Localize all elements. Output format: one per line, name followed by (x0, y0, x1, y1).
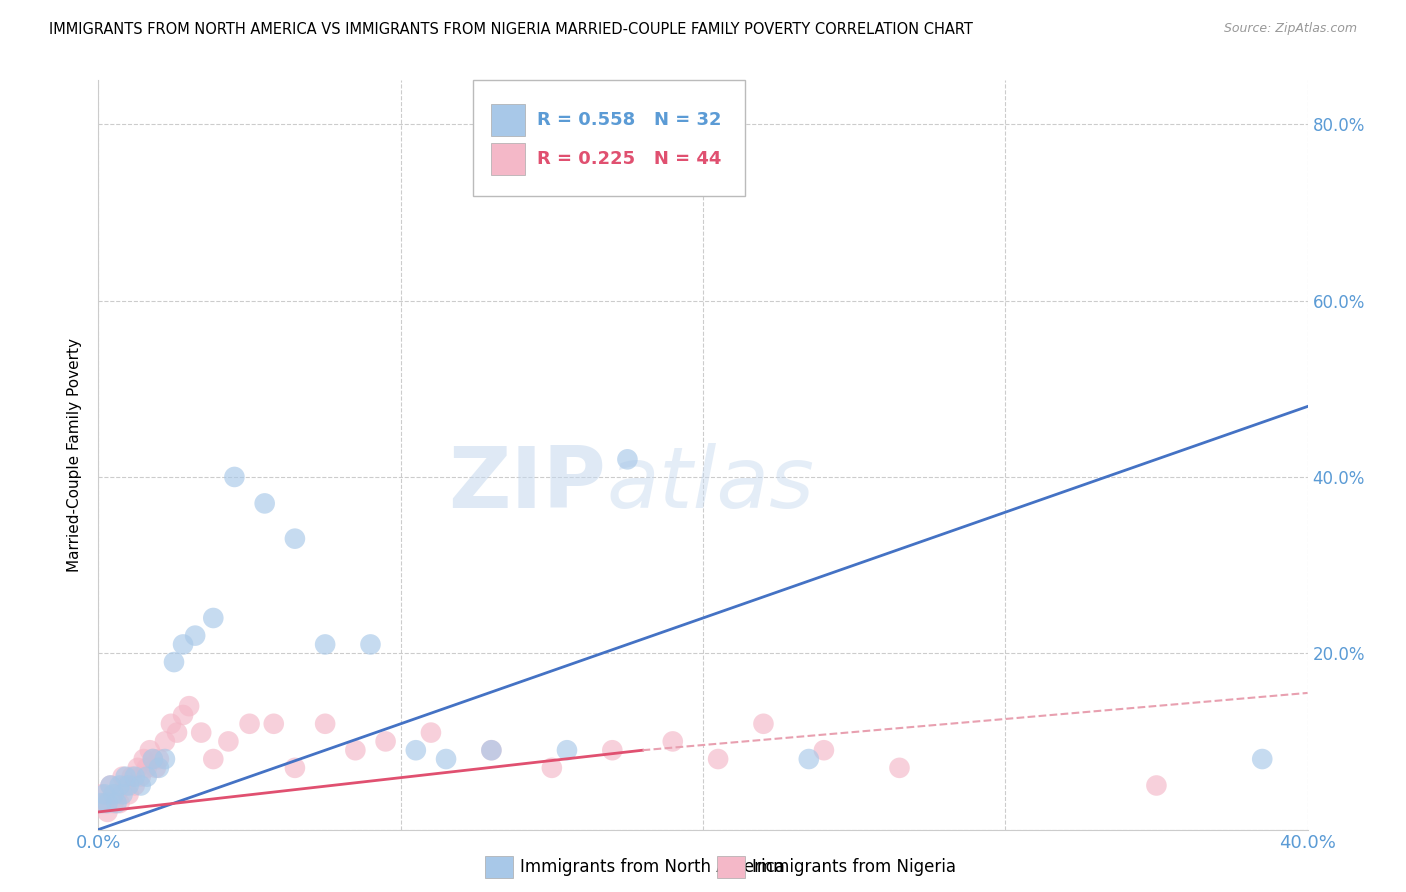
Text: R = 0.558   N = 32: R = 0.558 N = 32 (537, 111, 721, 129)
Point (93, 787, 115, 801)
Point (166, 725, 188, 739)
Point (616, 452, 638, 467)
Point (1144, 779, 1167, 793)
Point (202, 752, 225, 766)
Point (108, 779, 131, 793)
Point (148, 752, 170, 766)
Point (148, 761, 170, 775)
Point (145, 761, 167, 775)
Point (239, 716, 262, 731)
Point (90, 796, 112, 810)
Point (263, 716, 285, 731)
Point (163, 655, 186, 669)
Point (124, 779, 146, 793)
Point (405, 743, 427, 757)
Point (314, 637, 336, 651)
Point (284, 761, 307, 775)
Point (602, 743, 624, 757)
Point (224, 470, 246, 484)
Point (314, 716, 336, 731)
Point (100, 779, 122, 793)
Point (129, 770, 152, 784)
Point (93, 796, 115, 810)
Point (142, 752, 165, 766)
Point (114, 770, 136, 784)
Point (172, 708, 194, 723)
Point (284, 532, 307, 546)
Point (129, 779, 152, 793)
Point (121, 770, 143, 784)
Point (1251, 752, 1274, 766)
Point (135, 770, 157, 784)
Point (481, 743, 503, 757)
Point (360, 637, 382, 651)
FancyBboxPatch shape (474, 80, 745, 196)
Point (139, 743, 162, 757)
Point (96, 805, 118, 819)
Point (172, 637, 194, 651)
Point (420, 725, 443, 739)
Point (118, 779, 141, 793)
Point (434, 752, 457, 766)
Point (153, 734, 176, 748)
Point (707, 752, 730, 766)
Point (96, 796, 118, 810)
Point (661, 734, 683, 748)
Point (132, 752, 155, 766)
Text: IMMIGRANTS FROM NORTH AMERICA VS IMMIGRANTS FROM NIGERIA MARRIED-COUPLE FAMILY P: IMMIGRANTS FROM NORTH AMERICA VS IMMIGRA… (49, 22, 973, 37)
Point (111, 787, 134, 801)
Point (813, 743, 835, 757)
Point (135, 761, 157, 775)
Text: Immigrants from North America: Immigrants from North America (520, 858, 785, 876)
Point (179, 699, 201, 714)
Point (555, 743, 578, 757)
Text: Source: ZipAtlas.com: Source: ZipAtlas.com (1223, 22, 1357, 36)
Point (374, 734, 396, 748)
Point (184, 629, 207, 643)
Point (108, 796, 131, 810)
Text: ZIP: ZIP (449, 443, 606, 526)
Point (105, 796, 128, 810)
FancyBboxPatch shape (492, 104, 526, 136)
Text: R = 0.225   N = 44: R = 0.225 N = 44 (537, 150, 721, 168)
Point (111, 770, 134, 784)
Text: Immigrants from Nigeria: Immigrants from Nigeria (752, 858, 956, 876)
Point (105, 787, 128, 801)
Point (752, 716, 775, 731)
Point (103, 787, 125, 801)
FancyBboxPatch shape (492, 144, 526, 175)
Point (142, 752, 165, 766)
Point (797, 752, 820, 766)
Point (127, 761, 149, 775)
Point (481, 743, 503, 757)
Point (118, 787, 141, 801)
Point (90, 787, 112, 801)
Point (124, 770, 146, 784)
Point (160, 716, 183, 731)
Point (190, 725, 212, 739)
Point (153, 752, 176, 766)
Y-axis label: Married-Couple Family Poverty: Married-Couple Family Poverty (67, 338, 83, 572)
Point (253, 496, 276, 510)
Text: atlas: atlas (606, 443, 814, 526)
Point (540, 761, 562, 775)
Point (889, 761, 911, 775)
Point (217, 734, 239, 748)
Point (103, 796, 125, 810)
Point (100, 779, 122, 793)
Point (202, 611, 225, 625)
Point (344, 743, 367, 757)
Point (114, 779, 136, 793)
